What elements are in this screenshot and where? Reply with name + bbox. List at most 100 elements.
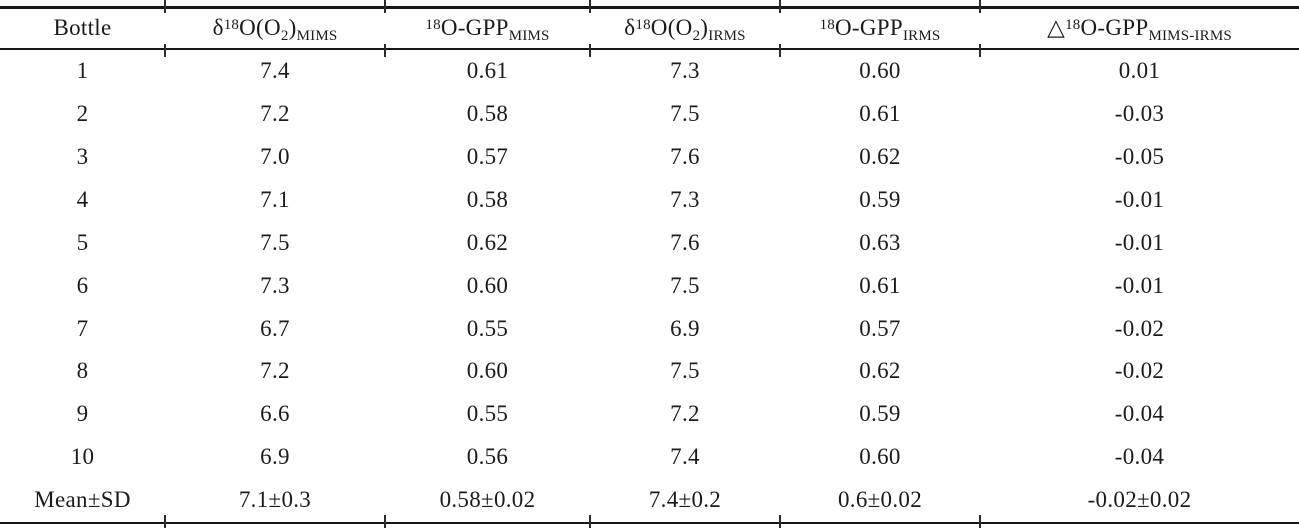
cell-d18o-o2-irms: 7.4 xyxy=(670,444,700,470)
cell-18o-gpp-irms: 0.61 xyxy=(859,101,901,127)
cell-bottle: 7 xyxy=(76,315,89,341)
column-boundary-tick xyxy=(779,0,781,13)
header-text-segment: 18 xyxy=(819,17,835,34)
column-boundary-tick xyxy=(384,44,386,57)
column-boundary-tick xyxy=(589,44,591,57)
header-text-segment: O(O xyxy=(650,15,693,41)
column-boundary-tick xyxy=(979,515,981,528)
cell-18o-gpp-mims: 0.60 xyxy=(466,358,509,384)
header-text-segment: O-GPP xyxy=(1080,15,1149,41)
cell-delta-18o-gpp-mims-irms: -0.01 xyxy=(1114,187,1165,213)
column-boundary-tick xyxy=(779,515,781,528)
cell-bottle: 4 xyxy=(76,187,89,213)
cell-bottle: 3 xyxy=(76,144,89,170)
cell-delta-18o-gpp-mims-irms: -0.04 xyxy=(1114,444,1165,470)
column-header-18o-gpp-irms: 18O-GPPIRMS xyxy=(780,8,980,49)
cell-delta-18o-gpp-mims-irms: 0.01 xyxy=(1118,58,1161,84)
cell-18o-gpp-mims: 0.58±0.02 xyxy=(439,487,536,513)
column-boundary-tick xyxy=(164,515,166,528)
table-row: 8 7.2 0.60 7.5 0.62 -0.02 xyxy=(0,350,1299,393)
cell-bottle: 5 xyxy=(76,229,89,255)
cell-18o-gpp-irms: 0.59 xyxy=(859,401,901,427)
cell-delta-18o-gpp-mims-irms: -0.01 xyxy=(1114,272,1165,298)
cell-18o-gpp-mims: 0.60 xyxy=(466,272,509,298)
column-header-d18o-o2-irms: δ18O(O2)IRMS xyxy=(590,8,780,49)
column-boundary-tick xyxy=(779,44,781,57)
cell-d18o-o2-mims: 7.2 xyxy=(260,101,290,127)
cell-d18o-o2-irms: 7.3 xyxy=(670,187,700,213)
cell-bottle: 9 xyxy=(76,401,89,427)
table-row: 2 7.2 0.58 7.5 0.61 -0.03 xyxy=(0,93,1299,136)
header-text-segment: Bottle xyxy=(53,15,112,41)
table-row: 10 6.9 0.56 7.4 0.60 -0.04 xyxy=(0,436,1299,479)
table-row: 5 7.5 0.62 7.6 0.63 -0.01 xyxy=(0,221,1299,264)
column-boundary-tick xyxy=(979,0,981,13)
cell-d18o-o2-mims: 6.6 xyxy=(260,401,290,427)
cell-d18o-o2-mims: 7.2 xyxy=(260,358,290,384)
cell-d18o-o2-mims: 7.3 xyxy=(260,272,290,298)
cell-d18o-o2-irms: 7.5 xyxy=(670,101,700,127)
header-text-segment: ) xyxy=(288,15,297,41)
cell-d18o-o2-irms: 7.6 xyxy=(670,229,700,255)
cell-d18o-o2-mims: 7.4 xyxy=(260,58,290,84)
column-boundary-tick xyxy=(164,0,166,13)
cell-d18o-o2-irms: 7.3 xyxy=(670,58,700,84)
cell-d18o-o2-mims: 7.1 xyxy=(260,187,290,213)
column-boundary-tick xyxy=(589,515,591,528)
header-text-segment: O-GPP xyxy=(834,15,903,41)
header-text-segment: 18 xyxy=(635,17,651,34)
cell-d18o-o2-irms: 7.2 xyxy=(670,401,700,427)
cell-bottle: 6 xyxy=(76,272,89,298)
cell-bottle: 8 xyxy=(76,358,89,384)
cell-delta-18o-gpp-mims-irms: -0.04 xyxy=(1114,401,1165,427)
header-text-segment: δ xyxy=(212,15,224,41)
cell-d18o-o2-irms: 6.9 xyxy=(670,315,700,341)
cell-bottle: 1 xyxy=(76,58,89,84)
header-text-segment: MIMS xyxy=(296,28,338,45)
cell-18o-gpp-irms: 0.60 xyxy=(859,58,901,84)
cell-18o-gpp-irms: 0.59 xyxy=(859,187,901,213)
cell-delta-18o-gpp-mims-irms: -0.02 xyxy=(1114,358,1165,384)
header-text-segment: 18 xyxy=(425,17,441,34)
header-text-segment: IRMS xyxy=(708,28,746,45)
table-row: 9 6.6 0.55 7.2 0.59 -0.04 xyxy=(0,393,1299,436)
cell-d18o-o2-irms: 7.6 xyxy=(670,144,700,170)
header-text-segment: IRMS xyxy=(902,28,941,45)
cell-18o-gpp-mims: 0.62 xyxy=(466,229,509,255)
column-boundary-tick xyxy=(164,44,166,57)
column-boundary-tick xyxy=(384,0,386,13)
header-text-segment: δ xyxy=(624,15,636,41)
cell-18o-gpp-mims: 0.55 xyxy=(466,315,509,341)
table-row: 4 7.1 0.58 7.3 0.59 -0.01 xyxy=(0,179,1299,222)
cell-d18o-o2-irms: 7.4±0.2 xyxy=(648,487,722,513)
cell-18o-gpp-mims: 0.57 xyxy=(466,144,509,170)
header-text-segment: 18 xyxy=(223,17,240,34)
header-text-segment: ) xyxy=(700,15,709,41)
cell-bottle: 2 xyxy=(76,101,89,127)
header-text-segment: 2 xyxy=(692,28,701,45)
cell-d18o-o2-irms: 7.5 xyxy=(670,358,700,384)
cell-bottle: 10 xyxy=(70,444,95,470)
cell-d18o-o2-mims: 7.0 xyxy=(260,144,290,170)
cell-d18o-o2-mims: 6.9 xyxy=(260,444,290,470)
cell-d18o-o2-mims: 7.1±0.3 xyxy=(238,487,312,513)
header-text-segment: △ xyxy=(1047,15,1066,41)
cell-18o-gpp-irms: 0.6±0.02 xyxy=(837,487,923,513)
cell-delta-18o-gpp-mims-irms: -0.01 xyxy=(1114,229,1165,255)
cell-18o-gpp-mims: 0.58 xyxy=(466,187,509,213)
cell-18o-gpp-irms: 0.60 xyxy=(859,444,901,470)
column-boundary-tick xyxy=(589,0,591,13)
cell-delta-18o-gpp-mims-irms: -0.02±0.02 xyxy=(1087,487,1192,513)
column-header-18o-gpp-mims: 18O-GPPMIMS xyxy=(385,8,590,49)
header-row: Bottle δ18O(O2)MIMS 18O-GPPMIMS δ18O(O2)IRM… xyxy=(0,8,1299,49)
cell-d18o-o2-mims: 6.7 xyxy=(260,315,290,341)
column-boundary-tick xyxy=(979,44,981,57)
cell-delta-18o-gpp-mims-irms: -0.05 xyxy=(1114,144,1165,170)
header-text-segment: MIMS-IRMS xyxy=(1148,28,1232,45)
cell-18o-gpp-mims: 0.61 xyxy=(466,58,509,84)
header-text-segment: O-GPP xyxy=(440,15,509,41)
cell-18o-gpp-irms: 0.57 xyxy=(859,315,901,341)
cell-18o-gpp-irms: 0.62 xyxy=(859,144,901,170)
cell-18o-gpp-irms: 0.61 xyxy=(859,272,901,298)
